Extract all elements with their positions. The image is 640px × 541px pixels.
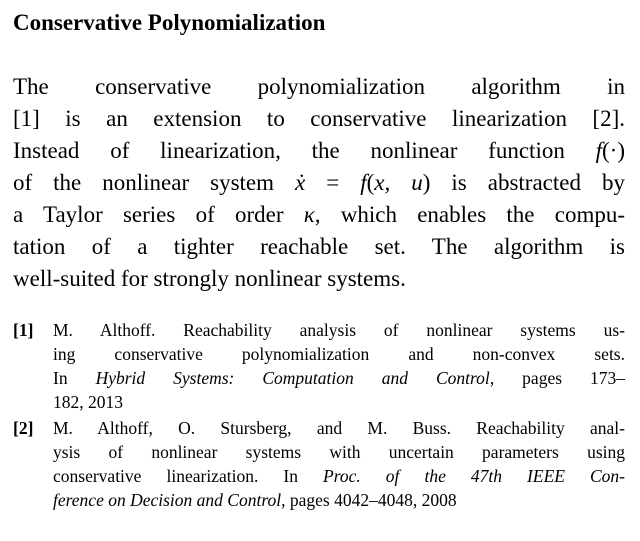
text-segment: Instead of linearization, the nonlinear … — [13, 138, 596, 163]
text-segment: conservative linearization. In — [53, 466, 323, 486]
reference-line: M. Althoff. Reachability analysis of non… — [53, 320, 625, 340]
math-equals: = — [305, 170, 361, 195]
reference-venue: ference on Decision and Control — [53, 490, 282, 510]
paragraph-line-2: [1] is an extension to conservative line… — [13, 106, 625, 131]
reference-line: M. Althoff, O. Stursberg, and M. Buss. R… — [53, 418, 625, 438]
reference-venue: Hybrid Systems: Computation and Control — [95, 368, 490, 388]
reference-line: ference on Decision and Control, pages 4… — [53, 488, 625, 512]
math-paren-open: ( — [366, 170, 375, 195]
text-segment: In — [53, 368, 96, 388]
paragraph-line-3: Instead of linearization, the nonlinear … — [13, 135, 625, 167]
paragraph-line-1: The conservative polynomialization algor… — [13, 74, 625, 99]
text-segment: of the nonlinear system — [13, 170, 296, 195]
body-paragraph: The conservative polynomialization algor… — [13, 71, 625, 295]
reference-line: ysis of nonlinear systems with uncertain… — [53, 442, 625, 462]
reference-line: conservative linearization. In Proc. of … — [53, 464, 625, 488]
text-segment: , pages 173– — [489, 368, 626, 388]
paragraph-line-7: well-suited for strongly nonlinear syste… — [13, 266, 406, 291]
math-x-dot: ẋ — [295, 170, 306, 195]
reference-line: In Hybrid Systems: Computation and Contr… — [53, 366, 625, 390]
reference-line: ing conservative polynomialization and n… — [53, 344, 625, 364]
reference-line: 182, 2013 — [53, 392, 123, 412]
reference-venue: Proc. of the 47th IEEE Con- — [323, 466, 625, 486]
math-f: f — [595, 138, 603, 163]
references-list: [1] M. Althoff. Reachability analysis of… — [13, 318, 625, 512]
reference-item: [1] M. Althoff. Reachability analysis of… — [13, 318, 625, 414]
math-arg: (·) — [602, 138, 625, 163]
paragraph-line-4: of the nonlinear system ẋ = f(x, u) is a… — [13, 167, 625, 199]
math-kappa: κ — [303, 202, 315, 227]
paragraph-line-6: tation of a tighter reachable set. The a… — [13, 234, 625, 259]
text-segment: ) is abstracted by — [422, 170, 625, 195]
section-title: Conservative Polynomialization — [13, 10, 326, 35]
math-f: f — [360, 170, 367, 195]
reference-number: [2] — [13, 418, 34, 438]
text-segment: , pages 4042–4048, 2008 — [281, 490, 457, 510]
paragraph-line-5: a Taylor series of order κ, which enable… — [13, 199, 625, 231]
reference-item: [2] M. Althoff, O. Stursberg, and M. Bus… — [13, 416, 625, 512]
text-segment: a Taylor series of order — [13, 202, 304, 227]
reference-number: [1] — [13, 320, 34, 340]
math-args: x, u — [374, 170, 423, 195]
text-segment: , which enables the compu- — [314, 202, 625, 227]
